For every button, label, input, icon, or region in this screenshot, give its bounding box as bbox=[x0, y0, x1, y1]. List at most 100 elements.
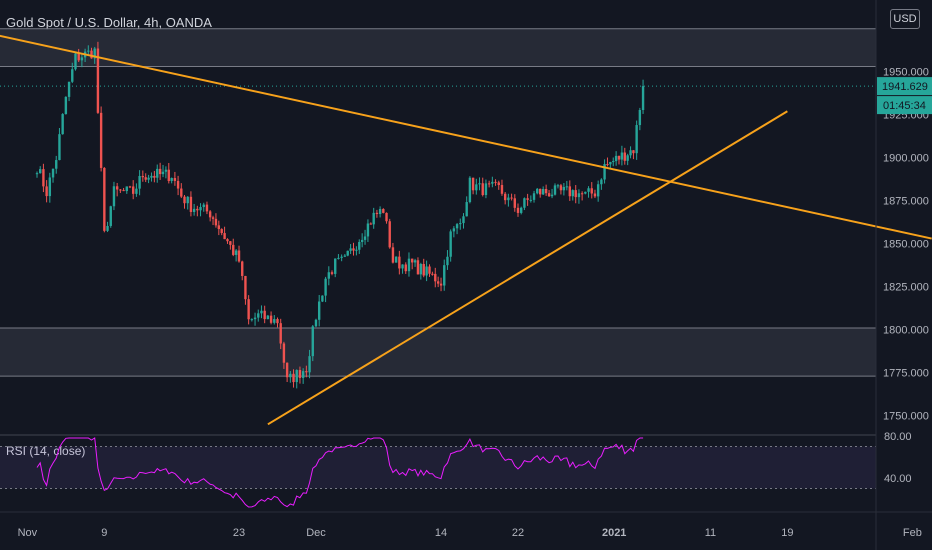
candle-body bbox=[497, 182, 500, 186]
candle-body bbox=[330, 272, 334, 274]
candle-body bbox=[559, 185, 563, 191]
candle-body bbox=[635, 125, 638, 154]
candle-body bbox=[553, 185, 557, 195]
time-tick-label: Dec bbox=[306, 527, 326, 539]
candle-body bbox=[241, 261, 244, 276]
candle-body bbox=[623, 152, 626, 161]
candle-body bbox=[388, 221, 391, 248]
candle-body bbox=[170, 178, 173, 181]
candle-body bbox=[600, 179, 603, 185]
price-tag: 1941.629 01:45:34 bbox=[877, 77, 932, 115]
candle-body bbox=[369, 223, 373, 225]
candle-body bbox=[419, 263, 423, 275]
candle-body bbox=[269, 315, 273, 323]
candle-body bbox=[208, 211, 212, 218]
candle-body bbox=[465, 202, 468, 217]
candle-body bbox=[64, 96, 68, 115]
candle-body bbox=[358, 242, 361, 250]
candle-body bbox=[273, 319, 276, 323]
candle-body bbox=[141, 175, 145, 178]
currency-button[interactable]: USD bbox=[890, 9, 920, 29]
candle-body bbox=[244, 275, 247, 300]
candle-body bbox=[394, 256, 398, 263]
candle-body bbox=[596, 184, 600, 197]
candle-body bbox=[77, 53, 80, 61]
candle-body bbox=[135, 188, 138, 194]
candle-body bbox=[67, 81, 71, 97]
price-tag-box bbox=[877, 77, 932, 96]
trendline bbox=[267, 110, 788, 426]
candle-body bbox=[311, 326, 314, 357]
candle-body bbox=[48, 177, 52, 197]
candle-body bbox=[568, 186, 571, 197]
candle-body bbox=[71, 69, 74, 82]
candle-body bbox=[257, 313, 260, 318]
candle-body bbox=[279, 323, 282, 344]
candle-body bbox=[340, 256, 343, 258]
time-tick-label: 19 bbox=[781, 527, 793, 539]
candle-body bbox=[547, 193, 551, 197]
candle-body bbox=[536, 188, 539, 194]
candle-body bbox=[513, 198, 516, 208]
candle-body bbox=[189, 196, 193, 212]
candle-body bbox=[593, 193, 597, 197]
candle-body bbox=[128, 186, 132, 188]
candle-body bbox=[539, 188, 542, 195]
price-axis[interactable]: 1950.0001925.0001900.0001875.0001850.000… bbox=[883, 67, 929, 423]
candle-body bbox=[606, 164, 609, 166]
candle-body bbox=[638, 110, 642, 126]
candle-body bbox=[99, 112, 103, 168]
candle-body bbox=[401, 264, 404, 269]
time-axis[interactable]: Nov 9 23 Dec 14 22 2021 11 19 Feb bbox=[18, 527, 922, 539]
candle-body bbox=[478, 183, 481, 185]
candle-body bbox=[156, 168, 159, 178]
candle-body bbox=[223, 233, 226, 240]
candle-body bbox=[584, 191, 587, 194]
candle-body bbox=[565, 186, 569, 188]
candle-body bbox=[484, 183, 488, 196]
candle-body bbox=[112, 186, 116, 207]
candle-body bbox=[407, 258, 411, 272]
rsi-tick-label: 40.00 bbox=[884, 473, 912, 485]
price-tick-label: 1875.000 bbox=[883, 196, 929, 208]
candle-body bbox=[520, 207, 523, 213]
candle-body bbox=[164, 169, 168, 172]
candle-body bbox=[562, 186, 566, 191]
rsi-axis[interactable]: 80.00 40.00 bbox=[884, 431, 912, 485]
candle-body bbox=[346, 250, 349, 256]
candle-body bbox=[544, 189, 548, 194]
candle-body bbox=[337, 257, 340, 259]
trendlines[interactable] bbox=[0, 34, 932, 426]
candle-body bbox=[436, 281, 440, 284]
candle-body bbox=[494, 181, 497, 183]
candle-body bbox=[363, 236, 367, 240]
candle-body bbox=[263, 310, 266, 320]
candle-body bbox=[626, 155, 629, 161]
candle-body bbox=[352, 248, 355, 251]
candle-body bbox=[247, 299, 250, 320]
candle-body bbox=[211, 217, 215, 219]
candle-body bbox=[577, 193, 581, 198]
countdown-box bbox=[877, 96, 932, 115]
candle-body bbox=[516, 207, 520, 213]
candle-body bbox=[481, 183, 484, 196]
candle-body bbox=[42, 169, 45, 187]
candle-body bbox=[321, 295, 324, 302]
price-tick-label: 1900.000 bbox=[883, 153, 929, 165]
candle-body bbox=[629, 150, 632, 156]
zone-band bbox=[0, 28, 876, 67]
countdown-value: 01:45:34 bbox=[883, 100, 926, 112]
trendline bbox=[0, 34, 932, 240]
candle-body bbox=[103, 167, 106, 231]
candle-body bbox=[541, 189, 545, 195]
candle-body bbox=[90, 50, 93, 59]
candle-body bbox=[378, 209, 382, 215]
candle-body bbox=[176, 180, 180, 189]
candle-body bbox=[471, 177, 475, 191]
candle-body bbox=[96, 48, 100, 113]
candle-body bbox=[119, 189, 122, 191]
candle-body bbox=[186, 196, 189, 204]
candle-body bbox=[455, 224, 459, 229]
candle-body bbox=[468, 177, 472, 203]
